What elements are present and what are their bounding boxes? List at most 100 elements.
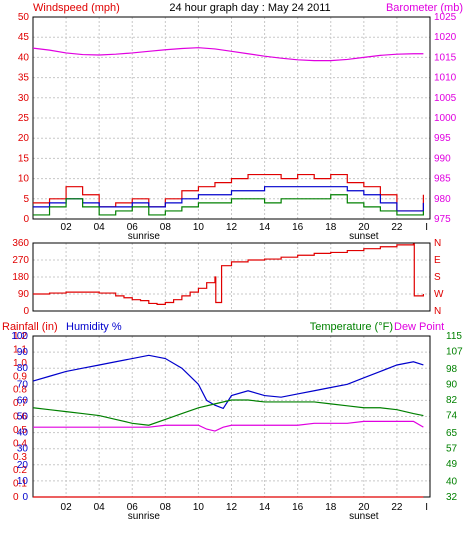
windspeed-axis-title: Windspeed (mph) bbox=[33, 2, 120, 14]
compass-tick-label: S bbox=[434, 272, 441, 283]
direction-tick-label: 360 bbox=[12, 238, 29, 249]
plot-frame-2 bbox=[32, 242, 431, 312]
sunset-label: sunset bbox=[349, 511, 379, 522]
humidity-tick-label: 90 bbox=[17, 347, 29, 358]
rain-tick-label: 0.5 bbox=[13, 425, 27, 436]
x-tick-label: 06 bbox=[127, 222, 139, 233]
rain-tick-label: 0.8 bbox=[13, 385, 27, 396]
series-line-dew-point bbox=[33, 420, 424, 432]
series-line-wind-direction bbox=[33, 243, 424, 305]
x-tick-label: 04 bbox=[94, 502, 106, 513]
temp-tick-label: 74 bbox=[446, 411, 458, 422]
baro-tick-label: 1015 bbox=[434, 52, 457, 63]
rain-tick-label: 0 bbox=[13, 492, 19, 503]
x-tick-label: 18 bbox=[325, 222, 337, 233]
temp-tick-label: 82 bbox=[446, 395, 458, 406]
rain-tick-label: 1.1 bbox=[13, 344, 27, 355]
baro-tick-label: 985 bbox=[434, 174, 451, 185]
baro-tick-label: 1025 bbox=[434, 12, 457, 23]
direction-tick-label: 180 bbox=[12, 272, 29, 283]
x-tick-label: 08 bbox=[160, 502, 172, 513]
rain-tick-label: 1.2 bbox=[13, 331, 27, 342]
humidity-tick-label: 10 bbox=[17, 476, 29, 487]
temp-tick-label: 115 bbox=[446, 331, 462, 342]
humidity-tick-label: 20 bbox=[17, 460, 29, 471]
wind-tick-label: 30 bbox=[18, 93, 30, 104]
wind-tick-label: 20 bbox=[18, 133, 30, 144]
x-tick-label: 08 bbox=[160, 222, 172, 233]
baro-tick-label: 995 bbox=[434, 133, 451, 144]
humidity-tick-label: 100 bbox=[11, 331, 28, 342]
x-tick-label: 02 bbox=[61, 502, 73, 513]
wind-tick-label: 25 bbox=[18, 113, 30, 124]
x-tick-label: 02 bbox=[61, 222, 73, 233]
wind-tick-label: 5 bbox=[23, 194, 29, 205]
temp-tick-label: 32 bbox=[446, 492, 458, 503]
compass-tick-label: W bbox=[434, 289, 444, 300]
rainfall-axis-title: Rainfall (in) bbox=[2, 321, 58, 333]
wind-tick-label: 35 bbox=[18, 73, 30, 84]
x-tick-label: 20 bbox=[358, 502, 370, 513]
baro-tick-label: 1020 bbox=[434, 32, 457, 43]
x-tick-label: 04 bbox=[94, 222, 106, 233]
x-tick-label: 20 bbox=[358, 222, 370, 233]
graph-title: 24 hour graph day : May 24 2011 bbox=[169, 2, 330, 14]
baro-tick-label: 1005 bbox=[434, 93, 457, 104]
wind-tick-label: 45 bbox=[18, 32, 30, 43]
series-line-barometer-mb- bbox=[32, 47, 424, 62]
humidity-tick-label: 40 bbox=[17, 428, 29, 439]
humidity-tick-label: 80 bbox=[17, 363, 29, 374]
temp-tick-label: 40 bbox=[446, 476, 458, 487]
rain-tick-label: 0.7 bbox=[13, 398, 27, 409]
x-tick-label: 22 bbox=[391, 222, 403, 233]
rain-tick-label: 0.9 bbox=[13, 371, 27, 382]
compass-tick-label: N bbox=[434, 238, 441, 249]
compass-tick-label: E bbox=[434, 255, 441, 266]
x-tick-label: 12 bbox=[226, 502, 238, 513]
wind-tick-label: 15 bbox=[18, 153, 30, 164]
compass-tick-label: N bbox=[434, 306, 441, 317]
series-line-average bbox=[33, 194, 424, 216]
x-tick-label: 16 bbox=[292, 222, 304, 233]
rain-tick-label: 0.4 bbox=[13, 438, 27, 449]
x-tick-label: 10 bbox=[193, 502, 205, 513]
series-line-gust bbox=[33, 186, 424, 212]
rain-tick-label: 0.2 bbox=[13, 465, 27, 476]
direction-tick-label: 90 bbox=[18, 289, 30, 300]
direction-tick-label: 270 bbox=[12, 255, 29, 266]
direction-tick-label: 0 bbox=[23, 306, 29, 317]
baro-tick-label: 1010 bbox=[434, 73, 457, 84]
humidity-tick-label: 50 bbox=[17, 412, 29, 423]
humidity-axis-title: Humidity % bbox=[66, 321, 122, 333]
sunrise-label: sunrise bbox=[128, 231, 161, 242]
x-tick-label: I bbox=[425, 502, 428, 513]
temp-tick-label: 90 bbox=[446, 379, 458, 390]
humidity-tick-label: 60 bbox=[17, 395, 29, 406]
x-tick-label: 12 bbox=[226, 222, 238, 233]
series-line-windspeed-mph- bbox=[33, 173, 424, 212]
x-tick-label: 16 bbox=[292, 502, 304, 513]
x-tick-label: 14 bbox=[259, 502, 271, 513]
x-tick-label: 22 bbox=[391, 502, 403, 513]
rain-tick-label: 0.3 bbox=[13, 452, 27, 463]
baro-tick-label: 980 bbox=[434, 194, 451, 205]
rain-tick-label: 1.0 bbox=[13, 358, 27, 369]
dewpoint-axis-title: Dew Point bbox=[394, 321, 444, 333]
barometer-axis-title: Barometer (mb) bbox=[386, 2, 463, 14]
temp-tick-label: 65 bbox=[446, 428, 458, 439]
temperature-axis-title: Temperature (°F) bbox=[310, 321, 393, 333]
humidity-tick-label: 0 bbox=[22, 492, 28, 503]
rain-tick-label: 0.1 bbox=[13, 479, 27, 490]
series-line-temperature-f- bbox=[32, 399, 424, 426]
x-tick-label: 10 bbox=[193, 222, 205, 233]
wind-tick-label: 0 bbox=[23, 214, 29, 225]
temp-tick-label: 107 bbox=[446, 347, 463, 358]
wind-tick-label: 50 bbox=[18, 12, 30, 23]
series-line-humidity- bbox=[32, 354, 424, 410]
plot-frame-1 bbox=[32, 16, 431, 220]
x-tick-label: I bbox=[425, 222, 428, 233]
baro-tick-label: 1000 bbox=[434, 113, 457, 124]
wind-tick-label: 10 bbox=[18, 174, 30, 185]
